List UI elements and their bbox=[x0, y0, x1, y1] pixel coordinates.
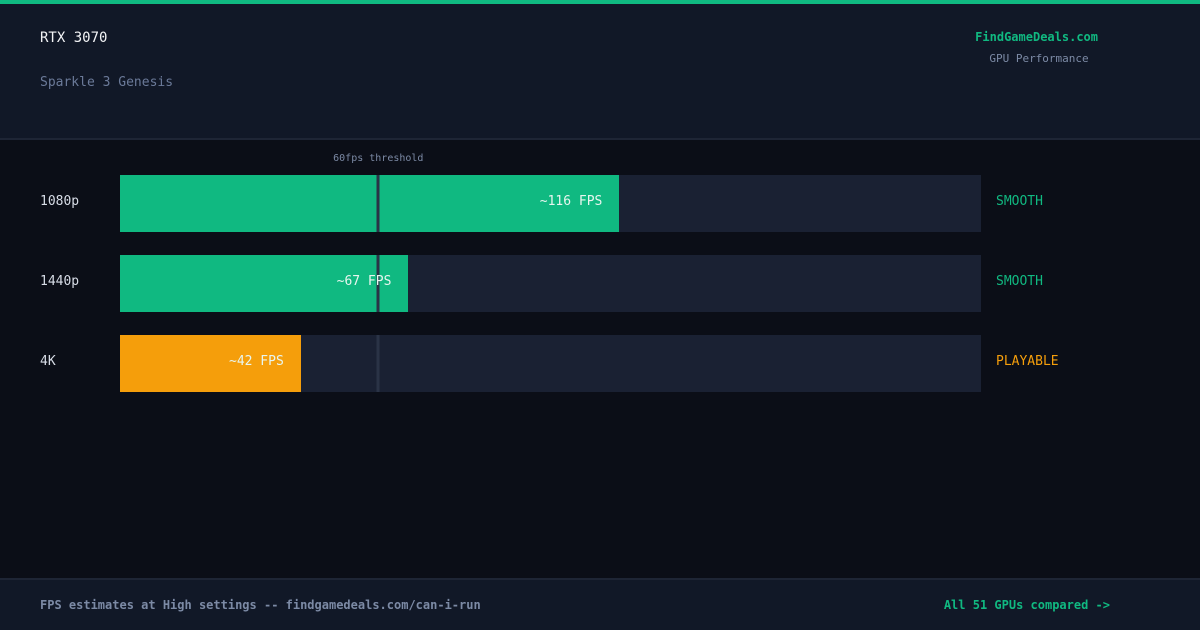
resolution-label: 4K bbox=[40, 354, 56, 369]
chart-row: 1440p ~67 FPS SMOOTH bbox=[0, 255, 1200, 312]
header: RTX 3070 Sparkle 3 Genesis FindGameDeals… bbox=[0, 4, 1200, 140]
bar-track: ~42 FPS bbox=[120, 335, 981, 392]
bar-track: ~116 FPS bbox=[120, 175, 981, 232]
brand-subtitle: GPU Performance bbox=[989, 52, 1089, 65]
performance-rating: SMOOTH bbox=[996, 194, 1043, 209]
bar-track: ~67 FPS bbox=[120, 255, 981, 312]
all-gpus-link[interactable]: All 51 GPUs compared -> bbox=[943, 598, 1110, 612]
fps-bar bbox=[120, 175, 620, 232]
brand-logo-text[interactable]: FindGameDeals.com bbox=[975, 30, 1098, 44]
gpu-title: RTX 3070 bbox=[40, 30, 108, 46]
gpu-subtitle: Sparkle 3 Genesis bbox=[40, 75, 174, 90]
chart-row: 1080p ~116 FPS SMOOTH bbox=[0, 175, 1200, 232]
threshold-label: 60fps threshold bbox=[333, 153, 424, 164]
fps-bar bbox=[120, 255, 409, 312]
fps-bar bbox=[120, 335, 301, 392]
footer-note: FPS estimates at High settings -- findga… bbox=[40, 598, 481, 612]
threshold-line bbox=[376, 335, 380, 392]
fps-value-label: ~42 FPS bbox=[229, 354, 284, 369]
top-accent-bar bbox=[0, 0, 1200, 4]
threshold-line bbox=[376, 255, 380, 312]
fps-chart: 60fps threshold 1080p ~116 FPS SMOOTH 1440p… bbox=[0, 142, 1200, 578]
threshold-line bbox=[376, 175, 380, 232]
performance-rating: SMOOTH bbox=[996, 274, 1043, 289]
chart-row: 4K ~42 FPS PLAYABLE bbox=[0, 335, 1200, 392]
resolution-label: 1440p bbox=[40, 274, 80, 289]
resolution-label: 1080p bbox=[40, 194, 80, 209]
fps-value-label: ~67 FPS bbox=[336, 274, 392, 289]
fps-value-label: ~116 FPS bbox=[539, 194, 603, 209]
performance-rating: PLAYABLE bbox=[996, 354, 1059, 369]
footer: FPS estimates at High settings -- findga… bbox=[0, 578, 1200, 630]
